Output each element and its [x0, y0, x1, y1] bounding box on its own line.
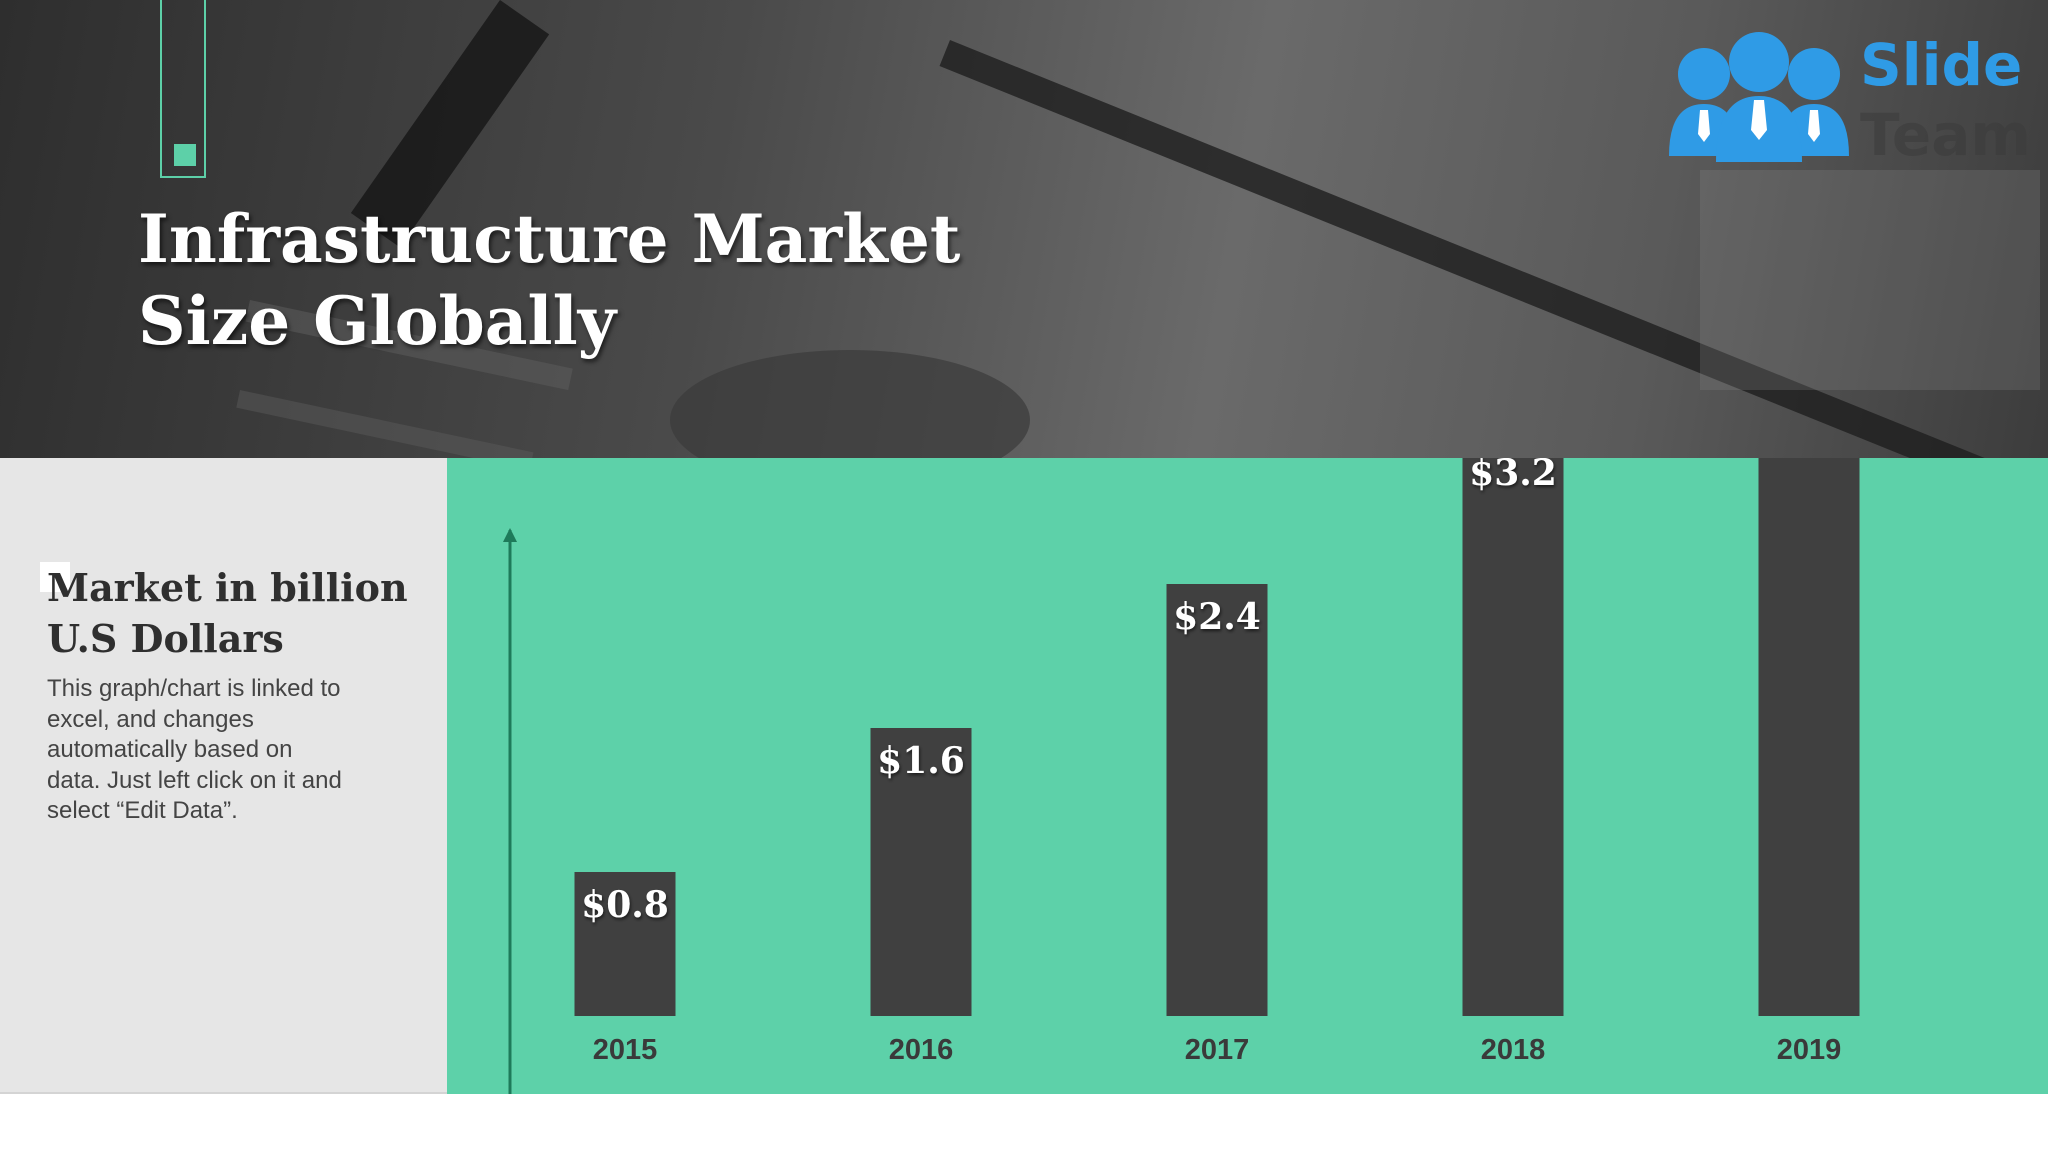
- logo-word-slide: Slide: [1860, 31, 2023, 99]
- bar-2015: [574, 872, 676, 1016]
- slide-title-line-1: Infrastructure Market: [138, 200, 961, 278]
- side-heading-line-2: U.S Dollars: [47, 616, 284, 661]
- x-tick-label-2015: 2015: [593, 1034, 658, 1066]
- slideteam-logo: Slide Team: [1664, 30, 2034, 170]
- bar-2018: [1462, 458, 1564, 1016]
- side-heading-line-1: Market in billion: [47, 565, 408, 610]
- x-tick-label-2016: 2016: [889, 1034, 954, 1066]
- x-tick-label-2018: 2018: [1481, 1034, 1546, 1066]
- y-axis-arrow: [503, 528, 517, 542]
- data-label-2015: $0.8: [581, 884, 669, 926]
- hero-banner: Infrastructure Market Size Globally Slide…: [0, 0, 2048, 458]
- logo-word-team: Team: [1860, 101, 2031, 169]
- slide-title: Infrastructure Market Size Globally: [138, 198, 960, 362]
- heading-marker: [40, 562, 70, 592]
- bar-2016: [870, 728, 972, 1016]
- accent-square: [174, 144, 196, 166]
- bar-2017: [1166, 584, 1268, 1016]
- background-photo: [236, 0, 2048, 458]
- slide-title-line-2: Size Globally: [138, 282, 617, 360]
- data-label-2016: $1.6: [877, 740, 965, 782]
- side-description: This graph/chart is linked to excel, and…: [47, 675, 342, 824]
- data-label-2017: $2.4: [1173, 596, 1261, 638]
- people-icon: [1669, 32, 1849, 162]
- bar-2019: [1758, 458, 1860, 1016]
- data-label-2018: $3.2: [1469, 458, 1557, 494]
- x-tick-label-2017: 2017: [1185, 1034, 1250, 1066]
- side-heading: Market in billion U.S Dollars: [47, 562, 427, 664]
- side-panel: Market in billion U.S Dollars This graph/…: [0, 458, 447, 1094]
- x-tick-label-2019: 2019: [1777, 1034, 1842, 1066]
- accent-frame: [160, 0, 206, 178]
